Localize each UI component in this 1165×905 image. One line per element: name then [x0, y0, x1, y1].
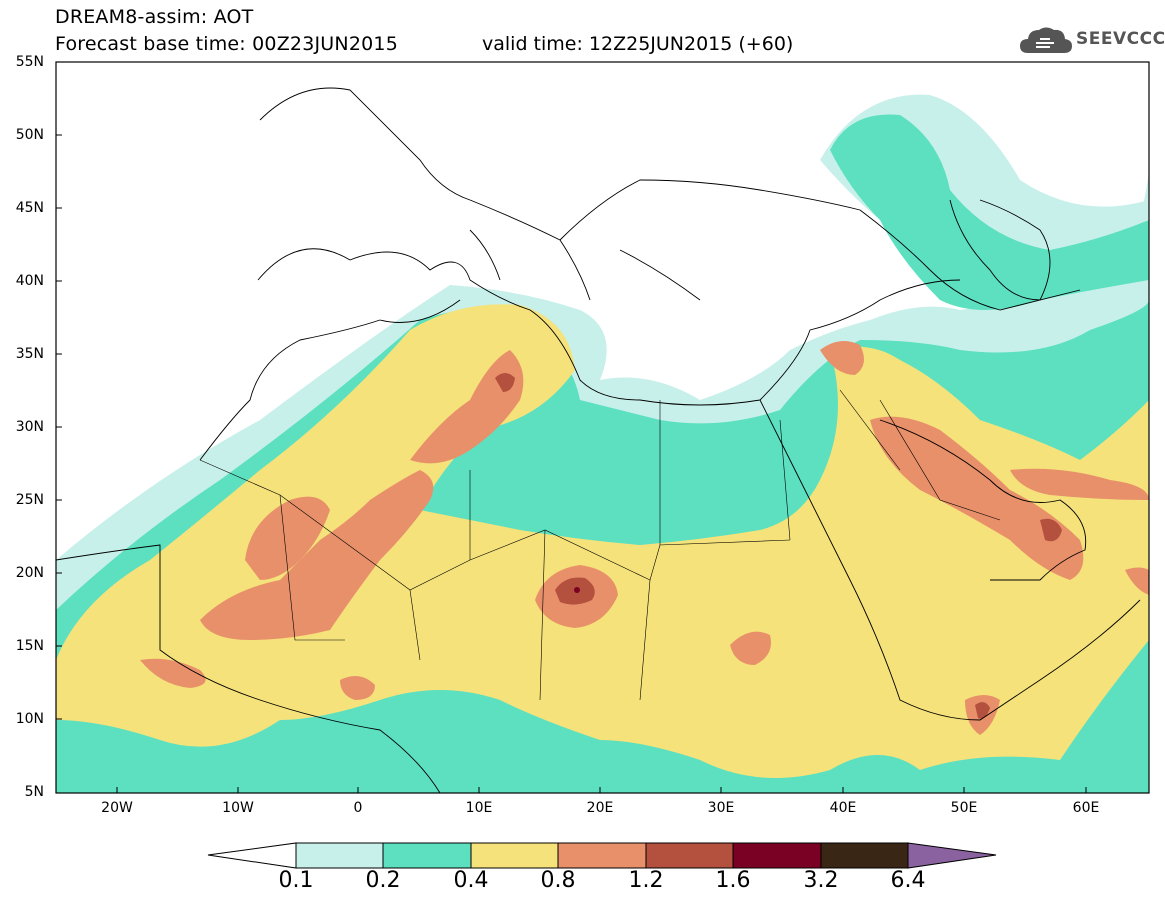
- map-title: DREAM8-assim: AOT: [55, 6, 254, 28]
- aot-band-0.8: [1125, 567, 1149, 595]
- lon-label: 0: [353, 800, 363, 816]
- colorbar-label: 0.1: [278, 868, 314, 893]
- lat-label: 25N: [15, 492, 44, 508]
- colorbar-label: 6.4: [890, 868, 926, 893]
- colorbar-bin: [295, 842, 384, 869]
- aot-band-1.6: [574, 587, 580, 593]
- aot-band-1.2: [1040, 518, 1062, 542]
- lat-label: 10N: [15, 711, 44, 727]
- aot-field: [56, 94, 1149, 793]
- aot-band-0.8: [200, 470, 434, 640]
- base-time-label: Forecast base time: 00Z23JUN2015: [55, 33, 398, 55]
- lat-label: 20N: [15, 565, 44, 581]
- lat-label: 40N: [15, 273, 44, 289]
- colorbar-label: 1.2: [628, 868, 664, 893]
- lat-label: 45N: [15, 200, 44, 216]
- lat-label: 5N: [24, 784, 44, 800]
- lat-label: 30N: [15, 419, 44, 435]
- aot-band-0.8: [870, 416, 1084, 580]
- lon-label: 20W: [101, 800, 133, 816]
- seevccc-logo: SEEVCCC: [1018, 23, 1165, 57]
- colorbar-bin: [557, 842, 647, 869]
- borders: [199, 389, 1001, 701]
- colorbar-label: 3.2: [803, 868, 839, 893]
- lat-label: 35N: [15, 346, 44, 362]
- lon-label: 50E: [950, 800, 978, 816]
- lat-label: 50N: [15, 127, 44, 143]
- valid-time-label: valid time: 12Z25JUN2015 (+60): [482, 33, 794, 55]
- colorbar-label: 0.4: [453, 868, 489, 893]
- lat-label: 55N: [15, 54, 44, 70]
- aot-band-0.8: [730, 631, 771, 665]
- colorbar: [207, 842, 997, 869]
- colorbar-bin: [645, 842, 734, 869]
- coastlines: [56, 87, 1141, 793]
- colorbar-under-arrow: [207, 842, 297, 869]
- colorbar-bin: [470, 842, 559, 869]
- colorbar-label: 1.6: [715, 868, 751, 893]
- colorbar-over-arrow: [907, 842, 997, 869]
- aot-band-0.8: [820, 341, 864, 375]
- colorbar-label: 0.8: [540, 868, 576, 893]
- aot-band-0.8: [1010, 468, 1149, 500]
- lon-label: 10W: [222, 800, 254, 816]
- lat-label: 15N: [15, 638, 44, 654]
- aot-band-0.8: [340, 676, 375, 700]
- aot-band-0.8: [245, 496, 330, 580]
- aot-band-0.2: [830, 114, 1149, 310]
- aot-band-0.8: [140, 658, 206, 688]
- lon-label: 20E: [586, 800, 614, 816]
- lon-label: 60E: [1072, 800, 1100, 816]
- colorbar-label: 0.2: [365, 868, 401, 893]
- colorbar-bin: [732, 842, 822, 869]
- cloud-icon: [1020, 27, 1072, 53]
- aot-band-0.8: [410, 350, 524, 464]
- aot-band-1.2: [495, 373, 515, 392]
- lon-label: 30E: [707, 800, 735, 816]
- lon-label: 40E: [829, 800, 857, 816]
- colorbar-bin: [820, 842, 909, 869]
- lon-label: 10E: [465, 800, 493, 816]
- aot-band-1.2: [975, 702, 990, 719]
- axis-ticks: [56, 61, 1087, 793]
- colorbar-bin: [382, 842, 472, 869]
